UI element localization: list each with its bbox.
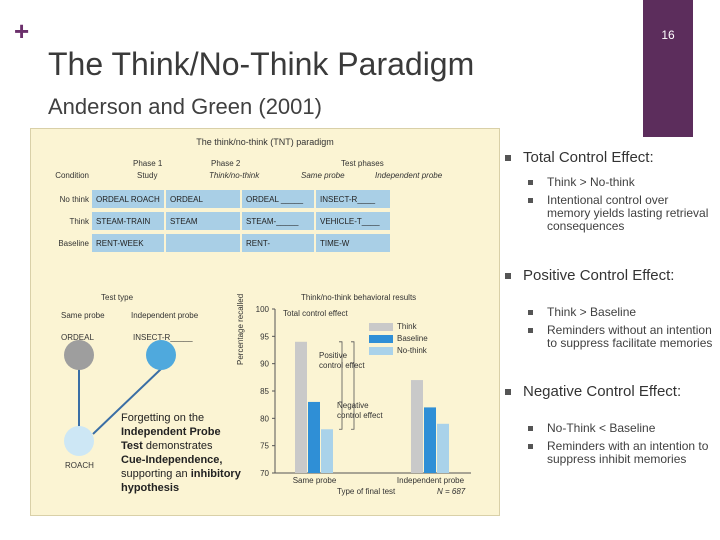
table-cell	[165, 233, 241, 253]
bullet-square-icon	[528, 426, 533, 431]
roach-target: ROACH	[65, 461, 94, 470]
positive-control-annotation: Positive control effect	[319, 351, 365, 370]
bar-think-independent-probe	[411, 380, 423, 473]
insect-node	[146, 340, 176, 370]
note-line: Test demonstrates	[121, 440, 213, 452]
legend-swatch-think	[369, 323, 393, 331]
table-cell: STEAM-TRAIN	[91, 211, 165, 231]
x-category-label: Same probe	[293, 476, 337, 485]
y-tick-label: 75	[260, 442, 269, 451]
bullet-square-icon	[505, 155, 511, 161]
bullet-square-icon	[528, 444, 533, 449]
bar-no-think-independent-probe	[437, 423, 449, 473]
table-cell: STEAM-_____	[241, 211, 315, 231]
paradigm-table: Phase 1 Phase 2 Test phases Condition St…	[55, 159, 495, 271]
table-cell: ORDEAL	[165, 189, 241, 209]
row-label-baseline: Baseline	[58, 239, 89, 248]
y-tick-label: 95	[260, 332, 269, 341]
row-label-no-think: No think	[59, 195, 89, 204]
recall-bar-chart: 70 75 80 85 90 95 100 Same probe Independent pro…	[256, 305, 471, 485]
table-cell: ORDEAL _____	[241, 189, 315, 209]
legend-baseline: Baseline	[397, 334, 428, 343]
table-cell: VEHICLE-T____	[315, 211, 391, 231]
cue-diagram	[64, 340, 176, 456]
y-tick-label: 80	[260, 414, 269, 423]
total-effect-bracket	[351, 341, 355, 430]
table-cell: ORDEAL ROACH	[91, 189, 165, 209]
subheader-same-probe: Same probe	[301, 171, 345, 180]
bar-no-think-same-probe	[321, 429, 333, 473]
ordeal-cue: ORDEAL	[61, 333, 94, 342]
header-phase2: Phase 2	[211, 159, 241, 168]
figure-title: The think/no-think (TNT) paradigm	[196, 137, 334, 147]
note-line: Forgetting on the	[121, 412, 205, 424]
header-test-phases: Test phases	[341, 159, 384, 168]
note-line: hypothesis	[121, 482, 180, 494]
plus-mark: +	[14, 16, 30, 46]
y-tick-label: 70	[260, 469, 269, 478]
n-label: N = 687	[437, 487, 466, 496]
x-axis-label: Type of final test	[337, 487, 396, 496]
bar-baseline-independent-probe	[424, 407, 436, 473]
subheader-independent-probe: Independent probe	[375, 171, 443, 180]
bullet-square-icon	[528, 328, 533, 333]
slide-title: The Think/No-Think Paradigm	[48, 46, 475, 82]
bar-baseline-same-probe	[308, 401, 320, 473]
note-line: supporting an inhibitory	[121, 468, 241, 480]
bar-think-same-probe	[295, 341, 307, 473]
roach-node	[64, 426, 94, 456]
slide-number: 16	[661, 28, 675, 42]
header-phase1: Phase 1	[133, 159, 163, 168]
subheader-think-no-think: Think/no-think	[209, 171, 260, 180]
legend-swatch-no-think	[369, 347, 393, 355]
cue-link-arrow	[92, 368, 162, 435]
tnt-figure: The think/no-think (TNT) paradigm Phase …	[30, 128, 500, 516]
table-cell: RENT-WEEK	[91, 233, 165, 253]
slide-subtitle: Anderson and Green (2001)	[48, 94, 322, 119]
y-tick-label: 90	[260, 360, 269, 369]
subheader-condition: Condition	[55, 171, 89, 180]
bullet-square-icon	[528, 310, 533, 315]
forgetting-note: Forgetting on the Independent Probe Test…	[121, 411, 261, 495]
legend-swatch-baseline	[369, 335, 393, 343]
note-line: Independent Probe	[121, 426, 221, 438]
y-axis-label: Percentage recalled	[236, 293, 245, 365]
independent-probe-label: Independent probe	[131, 311, 199, 320]
note-line: Cue-Independence,	[121, 454, 223, 466]
bullet-square-icon	[505, 273, 511, 279]
legend-think: Think	[397, 322, 417, 331]
bullet-square-icon	[505, 389, 511, 395]
negative-control-annotation: Negative control effect	[337, 401, 383, 420]
insect-cue: INSECT-R_____	[133, 333, 193, 342]
y-tick-label: 85	[260, 387, 269, 396]
legend-no-think: No-think	[397, 346, 427, 355]
y-tick-label: 100	[256, 305, 270, 314]
negative-effect-bracket	[339, 401, 343, 430]
total-control-annotation: Total control effect	[283, 309, 348, 318]
table-cell: INSECT-R____	[315, 189, 391, 209]
subheader-study: Study	[137, 171, 158, 180]
slide-number-bar	[643, 0, 693, 137]
chart-label: Think/no-think behavioral results	[301, 293, 417, 302]
test-type-label: Test type	[101, 293, 134, 302]
bullet-square-icon	[528, 198, 533, 203]
ordeal-node	[64, 340, 94, 370]
table-cell: TIME-W	[315, 233, 391, 253]
table-cell: RENT-	[241, 233, 315, 253]
x-category-label: Independent probe	[397, 476, 465, 485]
row-label-think: Think	[69, 217, 89, 226]
bullet-square-icon	[528, 180, 533, 185]
table-cell: STEAM	[165, 211, 241, 231]
same-probe-label: Same probe	[61, 311, 105, 320]
